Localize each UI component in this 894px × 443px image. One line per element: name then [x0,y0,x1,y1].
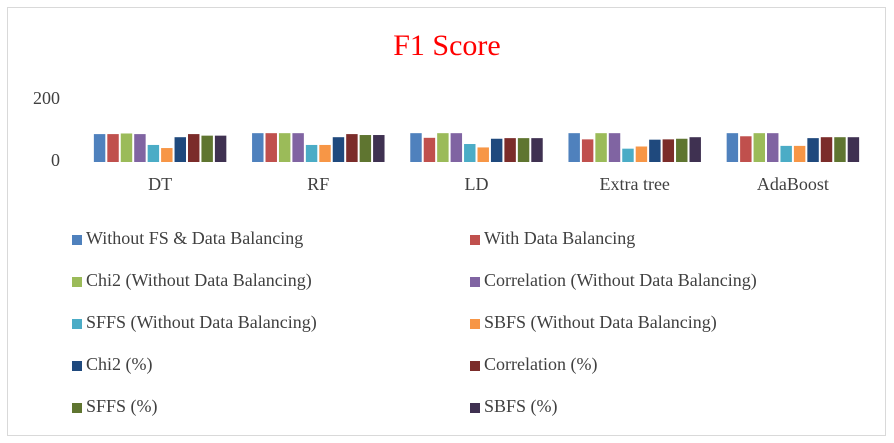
bar [265,133,277,162]
bar [689,137,701,162]
x-tick-label: Extra tree [599,174,669,194]
legend-label: SBFS (%) [484,396,558,417]
bar [373,135,385,162]
y-tick-label: 0 [51,150,60,170]
x-tick-label: DT [148,174,172,194]
bar [608,133,621,162]
legend-swatch [72,277,82,287]
bar [319,144,331,162]
bar [807,138,819,162]
bar [134,134,146,162]
x-tick-label: AdaBoost [757,174,829,194]
bar [346,134,358,162]
legend-label: With Data Balancing [484,228,635,248]
bar [531,138,543,162]
legend-label: Chi2 (Without Data Balancing) [86,270,312,291]
bar [676,138,688,162]
bar [292,133,304,162]
bar [305,144,318,162]
bar [581,139,594,162]
bar [332,137,345,162]
bar [726,133,739,162]
bar [252,133,264,162]
bar [410,133,422,162]
legend-label: Correlation (Without Data Balancing) [484,270,757,291]
bar [767,133,779,162]
legend-swatch [470,319,480,329]
legend-label: SFFS (Without Data Balancing) [86,312,317,333]
bar [504,138,516,162]
bar [834,137,846,162]
bar [214,135,227,162]
bar [662,139,675,162]
bar [107,134,119,162]
legend-swatch [470,235,480,245]
legend-swatch [470,403,480,413]
bar [120,133,133,162]
legend-swatch [470,361,480,371]
bar [147,144,160,162]
bar [820,137,833,162]
y-tick-label: 200 [33,88,60,108]
bar [174,137,186,162]
bar [780,145,792,162]
bar [793,145,806,162]
bar [359,135,372,162]
bar [649,139,661,162]
chart-title: F1 Score [393,29,501,62]
bar [437,133,449,162]
legend-label: Correlation (%) [484,354,597,375]
x-tick-label: RF [307,174,329,194]
chart-frame [7,7,886,436]
bar [450,133,463,162]
legend-label: SBFS (Without Data Balancing) [484,312,717,333]
bar [477,147,489,162]
bar [753,133,766,162]
bar [278,133,291,162]
legend-swatch [72,319,82,329]
bar [622,148,634,162]
bar [595,133,607,162]
bar [568,133,580,162]
legend-swatch [470,277,480,287]
bar [161,148,173,162]
bar [635,146,648,162]
bar [93,134,106,162]
legend-swatch [72,235,82,245]
bar [740,136,752,162]
legend-label: Chi2 (%) [86,354,153,375]
bar [490,138,503,162]
bar [517,138,530,162]
legend-swatch [72,403,82,413]
bar [201,135,213,162]
x-tick-label: LD [465,174,489,194]
bar [464,144,476,162]
bar [187,134,200,162]
legend-swatch [72,361,82,371]
bar [847,137,860,162]
legend-label: SFFS (%) [86,396,158,417]
legend-label: Without FS & Data Balancing [86,228,303,248]
bar [423,137,436,162]
